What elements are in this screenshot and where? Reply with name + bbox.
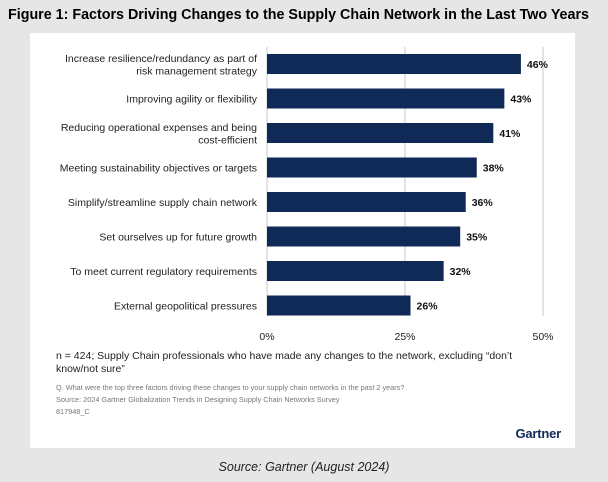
figure-title: Figure 1: Factors Driving Changes to the… xyxy=(8,7,589,23)
category-label: Set ourselves up for future growth xyxy=(99,232,257,244)
document-id: 817948_C xyxy=(56,407,90,416)
category-label: Improving agility or flexibility xyxy=(126,94,257,106)
x-tick-label: 25% xyxy=(394,331,415,343)
category-label: Simplify/streamline supply chain network xyxy=(68,197,258,209)
bar-value-label: 26% xyxy=(417,301,439,313)
gartner-logo: Gartner xyxy=(515,426,561,441)
bar xyxy=(267,88,505,109)
bar-value-label: 41% xyxy=(499,128,521,140)
x-tick-label: 0% xyxy=(259,331,274,343)
bar-value-label: 38% xyxy=(483,163,505,175)
bar xyxy=(267,226,461,247)
bar-value-label: 35% xyxy=(466,232,488,244)
bar-chart: 0% 25% 50% 46% Increase resilience/redundanc… xyxy=(60,47,554,343)
category-label: To meet current regulatory requirements xyxy=(70,266,257,278)
bar-value-label: 43% xyxy=(510,94,532,106)
bar-value-label: 32% xyxy=(450,266,472,278)
category-label: Reducing operational expenses and being c… xyxy=(61,122,257,147)
category-label: Meeting sustainability objectives or tar… xyxy=(60,163,257,175)
bar-value-label: 46% xyxy=(527,59,549,71)
chart-card: 0% 25% 50% 46% Increase resilience/redundanc… xyxy=(30,33,575,448)
bar xyxy=(267,295,411,316)
bar xyxy=(267,54,521,74)
bar xyxy=(267,192,466,212)
sample-note: n = 424; Supply Chain professionals who … xyxy=(56,350,513,375)
bar xyxy=(267,157,477,178)
x-tick-label: 50% xyxy=(532,331,553,343)
category-label: Increase resilience/redundancy as part o… xyxy=(65,53,258,78)
figure-source-caption: Source: Gartner (August 2024) xyxy=(218,460,390,474)
bar xyxy=(267,123,494,143)
survey-source: Source: 2024 Gartner Globalization Trend… xyxy=(56,395,340,404)
bar xyxy=(267,261,444,281)
category-label: External geopolitical pressures xyxy=(114,301,257,313)
bar-value-label: 36% xyxy=(472,197,494,209)
survey-question: Q. What were the top three factors drivi… xyxy=(56,383,405,392)
